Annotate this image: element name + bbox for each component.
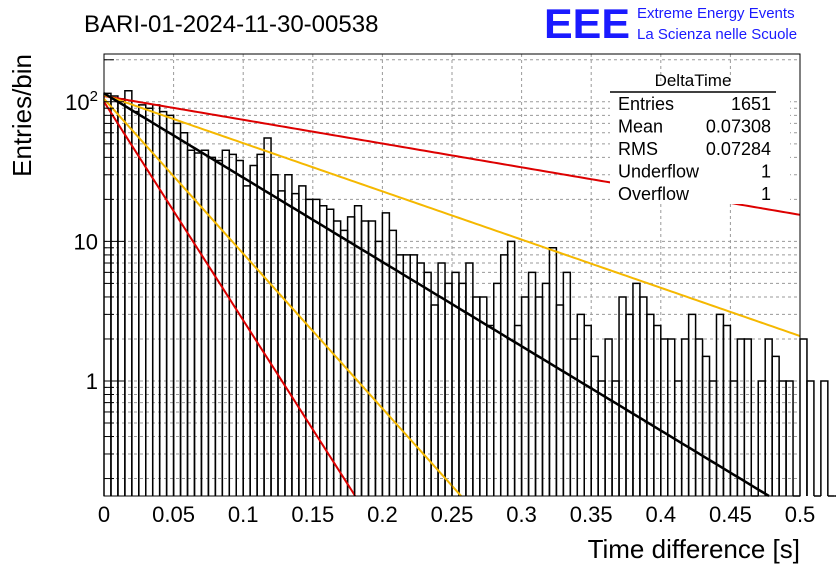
y-tick-label: 10 bbox=[74, 229, 98, 254]
x-tick-label: 0.15 bbox=[291, 502, 334, 527]
y-axis-label: Entries/bin bbox=[7, 54, 37, 177]
fit-line bbox=[103, 92, 770, 498]
stats-box-title: DeltaTime bbox=[655, 71, 732, 90]
x-tick-label: 0.4 bbox=[646, 502, 677, 527]
histogram-bin bbox=[806, 380, 815, 496]
stats-row-label: Overflow bbox=[618, 184, 690, 204]
x-tick-label: 0 bbox=[98, 502, 110, 527]
logo-line-2: La Scienza nelle Scuole bbox=[637, 26, 797, 43]
stats-row-value: 0.07308 bbox=[706, 117, 771, 137]
fit-line bbox=[103, 101, 357, 497]
fit-line bbox=[103, 93, 801, 337]
eee-logo-mark: EEE bbox=[544, 0, 630, 47]
stats-row-label: Mean bbox=[618, 117, 663, 137]
stats-row-label: Entries bbox=[618, 94, 674, 114]
stats-row-value: 1 bbox=[761, 184, 771, 204]
x-tick-label: 0.5 bbox=[785, 502, 816, 527]
stats-row-value: 0.07284 bbox=[706, 139, 771, 159]
histogram-bin bbox=[785, 380, 794, 496]
histogram-bars bbox=[103, 89, 836, 497]
stats-row-label: Underflow bbox=[618, 162, 700, 182]
x-tick-label: 0.3 bbox=[506, 502, 537, 527]
stats-row-value: 1651 bbox=[731, 94, 771, 114]
logo-line-1: Extreme Energy Events bbox=[637, 5, 795, 22]
x-axis-label: Time difference [s] bbox=[588, 534, 800, 564]
axes: 0 0.05 0.1 0.15 0.2 0.25 0.3 0.35 0.4 0.45 0.5 1 10 1… bbox=[65, 59, 816, 527]
chart-title: BARI-01-2024-11-30-00538 bbox=[84, 11, 378, 38]
stats-box-bg bbox=[610, 82, 790, 204]
stats-row-value: 1 bbox=[761, 162, 771, 182]
x-tick-label: 0.1 bbox=[228, 502, 259, 527]
x-tick-label: 0.2 bbox=[367, 502, 398, 527]
plot-frame bbox=[103, 53, 801, 497]
x-tick-label: 0.05 bbox=[152, 502, 195, 527]
stats-box: DeltaTime Entries 1651 Mean 0.07308 RMS 0.072… bbox=[610, 71, 790, 204]
fit-line bbox=[103, 98, 462, 497]
x-tick-label: 0.25 bbox=[431, 502, 474, 527]
y-tick-label: 1 bbox=[86, 369, 98, 394]
histogram-bin bbox=[820, 380, 829, 496]
stats-row-label: RMS bbox=[618, 139, 658, 159]
stats-rows: Entries 1651 Mean 0.07308 RMS 0.07284 Underflo… bbox=[618, 94, 771, 204]
histogram-bin bbox=[743, 338, 753, 496]
x-tick-label: 0.45 bbox=[709, 502, 752, 527]
x-tick-label: 0.35 bbox=[570, 502, 613, 527]
